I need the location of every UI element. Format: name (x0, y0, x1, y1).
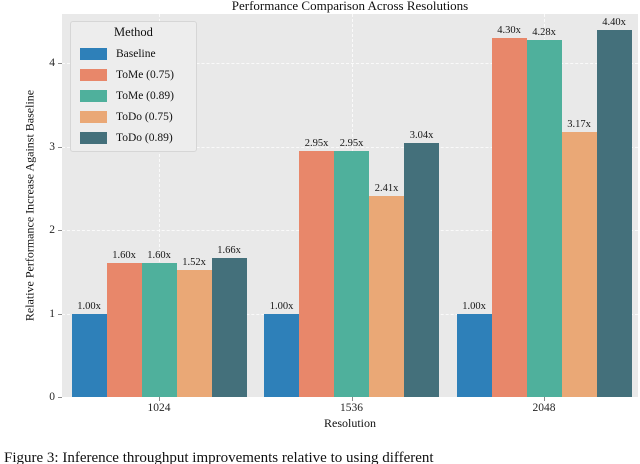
y-tick-label-1: 1 (49, 307, 55, 320)
bar-tome-0.89--2048 (526, 39, 562, 397)
bar-baseline-1024 (71, 313, 107, 397)
bar-todo-0.75--1024 (176, 270, 212, 397)
bar-value-label-1536-1: 2.95x (304, 137, 329, 149)
bar-value-label-2048-2: 4.28x (532, 26, 556, 38)
legend: Method Baseline ToMe (0.75) ToMe (0.89) ToD… (70, 21, 197, 152)
legend-swatch-icon (80, 47, 107, 60)
legend-swatch-icon (80, 110, 107, 123)
y-tick-mark-2 (58, 230, 62, 231)
y-tick-label-3: 3 (49, 140, 55, 153)
legend-swatch-icon (80, 89, 107, 102)
legend-label: ToDo (0.89) (116, 131, 173, 144)
legend-label: Baseline (116, 47, 156, 60)
legend-swatch-icon (80, 131, 107, 144)
y-axis-title: Relative Performance Increase Against Ba… (22, 89, 37, 322)
bar-value-label-1024-1: 1.60x (112, 250, 136, 262)
bar-tome-0.75--1536 (299, 150, 334, 397)
bar-value-label-2048-0: 1.00x (462, 300, 486, 312)
legend-item-todo-0.89-: ToDo (0.89) (71, 127, 196, 148)
bar-tome-0.89--1536 (334, 150, 369, 397)
bar-value-label-1024-4: 1.66x (217, 245, 241, 257)
bar-todo-0.75--1536 (369, 195, 404, 397)
legend-label: ToMe (0.75) (116, 68, 174, 81)
y-tick-mark-4 (58, 63, 62, 64)
y-tick-label-4: 4 (49, 57, 55, 69)
bar-value-label-2048-3: 3.17x (567, 119, 591, 131)
x-axis-title: Resolution (323, 416, 376, 430)
bar-value-label-1024-3: 1.52x (182, 257, 206, 269)
figure-caption: Figure 3: Inference throughput improveme… (4, 450, 434, 464)
bar-baseline-1536 (264, 313, 299, 397)
legend-item-tome-0.89-: ToMe (0.89) (71, 85, 196, 106)
bar-value-label-2048-1: 4.30x (497, 24, 521, 36)
bar-value-label-2048-4: 4.40x (602, 16, 626, 28)
x-tick-label-2048: 2048 (532, 402, 556, 414)
v-gridline-1024 (159, 14, 160, 397)
bar-tome-0.89--1024 (141, 263, 177, 397)
legend-item-tome-0.75-: ToMe (0.75) (71, 64, 196, 85)
bar-tome-0.75--1024 (106, 263, 142, 397)
chart-title: Performance Comparison Across Resolution… (231, 0, 469, 13)
bar-todo-0.75--2048 (561, 132, 597, 397)
h-gridline-3 (62, 146, 638, 148)
y-tick-mark-3 (58, 146, 62, 148)
bar-todo-0.89--1024 (211, 258, 247, 397)
x-tick-label-1024: 1024 (147, 402, 171, 414)
x-tick-label-1536: 1536 (340, 402, 363, 414)
bar-todo-0.89--1536 (404, 143, 439, 397)
bar-todo-0.89--2048 (596, 29, 632, 397)
y-tick-mark-0 (58, 397, 62, 398)
y-tick-label-0: 0 (49, 391, 55, 403)
x-tick-mark-2048 (544, 397, 545, 401)
legend-label: ToMe (0.89) (116, 89, 174, 102)
bar-value-label-1536-3: 2.41x (374, 182, 399, 194)
bar-value-label-1536-2: 2.95x (339, 137, 364, 149)
bar-value-label-1024-2: 1.60x (147, 250, 171, 262)
x-tick-mark-1024 (159, 397, 160, 401)
y-tick-mark-1 (58, 313, 62, 315)
legend-label: ToDo (0.75) (116, 110, 173, 123)
legend-item-todo-0.75-: ToDo (0.75) (71, 106, 196, 127)
bar-baseline-2048 (456, 313, 492, 397)
bar-value-label-1536-0: 1.00x (269, 300, 294, 312)
legend-swatch-icon (80, 68, 107, 81)
x-tick-mark-1536 (351, 397, 353, 401)
legend-item-baseline: Baseline (71, 43, 196, 64)
bar-value-label-1024-0: 1.00x (77, 300, 101, 312)
plot-area: 0 1 2 3 4 1024 1536 2048 1.00x 1.60x 1.60x 1.52x 1.6… (49, 14, 638, 414)
bar-value-label-1536-4: 3.04x (409, 130, 434, 142)
bar-tome-0.75--2048 (491, 37, 527, 397)
y-tick-label-2: 2 (49, 224, 55, 236)
legend-title: Method (114, 25, 153, 39)
h-gridline-4 (62, 63, 638, 64)
